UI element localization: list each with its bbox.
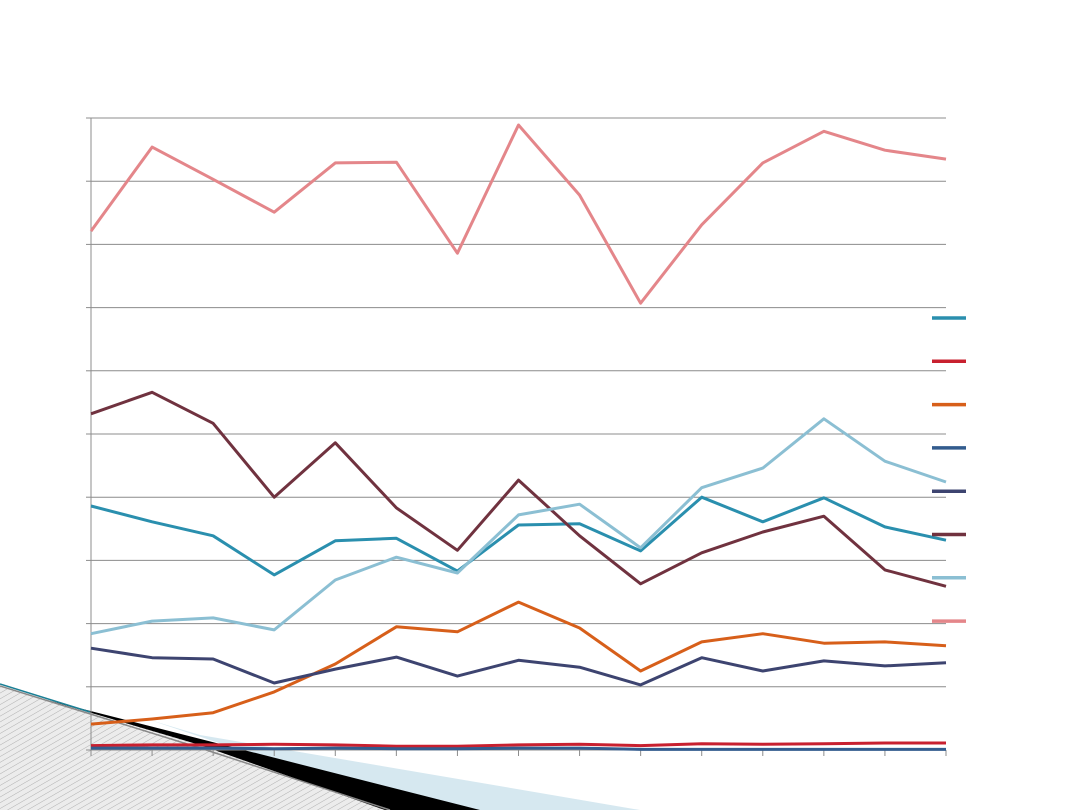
series-line-5 (90, 646, 947, 687)
series-line-7 (90, 417, 947, 636)
series-line-3 (90, 600, 947, 726)
series-line-8 (89, 123, 947, 305)
gridlines (91, 117, 946, 688)
legend (932, 316, 966, 623)
series-line-4 (91, 746, 946, 751)
series-line-2 (90, 741, 946, 748)
series-lines (89, 123, 947, 751)
series-line-6 (90, 390, 947, 588)
series-line-1 (90, 495, 947, 577)
teal-edge (0, 683, 91, 713)
